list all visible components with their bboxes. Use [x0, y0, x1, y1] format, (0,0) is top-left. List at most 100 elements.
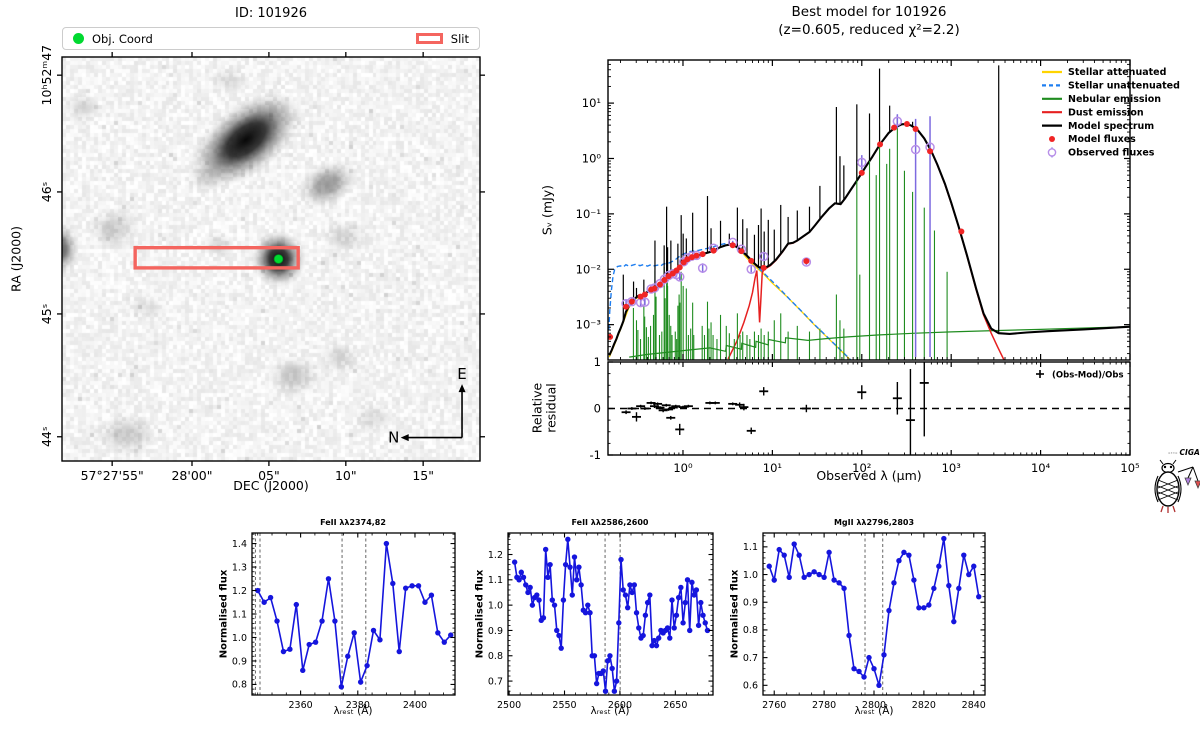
svg-text:10¹: 10¹ [582, 96, 601, 110]
svg-text:Stellar attenuated: Stellar attenuated [1068, 67, 1166, 78]
svg-text:10¹: 10¹ [763, 461, 782, 475]
svg-text:1: 1 [594, 355, 601, 369]
cutout-axes: 57°27'55" 28'00" 05" 10" 15" 10ʰ52ᵐ47 46ˢ 45ˢ 44… [39, 45, 485, 483]
svg-text:2400: 2400 [403, 700, 427, 711]
svg-text:10³: 10³ [942, 461, 962, 475]
svg-text:Model spectrum: Model spectrum [1068, 121, 1154, 132]
svg-text:1.1: 1.1 [743, 542, 758, 553]
cicada-wings [1154, 475, 1182, 503]
svg-text:Stellar unattenuated: Stellar unattenuated [1068, 81, 1180, 92]
line2-title: FeII λλ2586,2600 [571, 518, 649, 527]
cigale-logo-title: -··-CIGALE [1168, 448, 1200, 457]
line3-title: MgII λλ2796,2803 [833, 518, 915, 527]
svg-text:10⁰: 10⁰ [582, 151, 602, 165]
svg-text:46ˢ: 46ˢ [39, 182, 54, 203]
residual-legend: (Obs-Mod)/Obs [1036, 370, 1124, 381]
sed-axes: 10¹ 10⁰ 10⁻¹ 10⁻² 10⁻³ [576, 59, 1131, 361]
line1-xlabel: λᵣₑₛₜ (Å) [333, 705, 373, 717]
lineplot-mgii-2796: 2760 2780 2800 2820 2840 0.6 0.7 0.8 0.9 1.0 1.1 [743, 532, 986, 711]
svg-text:1.2: 1.2 [232, 586, 247, 597]
svg-text:0.9: 0.9 [743, 598, 758, 609]
svg-text:1.0: 1.0 [488, 600, 503, 611]
svg-text:N: N [388, 429, 399, 447]
svg-text:10⁴: 10⁴ [1031, 461, 1051, 475]
cutout-xlabel: DEC (J2000) [233, 478, 309, 493]
sed-title-line2: (z=0.605, reduced χ²=2.2) [778, 22, 960, 38]
svg-text:10ʰ52ᵐ47: 10ʰ52ᵐ47 [39, 45, 54, 106]
svg-text:0.9: 0.9 [488, 626, 503, 637]
line2-ylabel: Normalised flux [474, 569, 486, 659]
svg-text:57°27'55": 57°27'55" [81, 468, 144, 483]
svg-text:0.8: 0.8 [488, 651, 503, 662]
svg-text:10⁻¹: 10⁻¹ [576, 207, 601, 221]
line1-title: FeII λλ2374,82 [320, 518, 386, 527]
svg-text:28'00": 28'00" [171, 468, 212, 483]
cicada-eye-right [1169, 465, 1173, 469]
series-stellar-unattenuated [608, 242, 852, 360]
slit-legend-item: Slit [415, 32, 469, 46]
balance-beam [1177, 466, 1199, 482]
cicada-legs [1160, 505, 1176, 513]
svg-text:10²: 10² [852, 461, 871, 475]
sed-ylabel: Sᵥ (mJy) [539, 184, 555, 236]
svg-text:10⁻²: 10⁻² [576, 262, 601, 276]
sed-xlabel: Observed λ (μm) [816, 468, 922, 483]
svg-text:0.9: 0.9 [232, 656, 247, 667]
cicada-eye-left [1163, 465, 1167, 469]
cutout-sky-image [62, 57, 480, 461]
residual-axes: -1 0 1 10⁰ 10¹ 10² 10³ 10⁴ 10⁵ [590, 355, 1140, 475]
series-stellar-attenuated [608, 243, 852, 360]
svg-text:1.2: 1.2 [488, 550, 503, 561]
svg-text:0.7: 0.7 [488, 676, 503, 687]
sed-title-line1: Best model for 101926 [791, 4, 947, 20]
svg-text:0.8: 0.8 [232, 680, 247, 691]
svg-text:2360: 2360 [289, 700, 313, 711]
cicada-head [1161, 462, 1175, 474]
svg-text:1.1: 1.1 [488, 575, 503, 586]
svg-text:Dust emission: Dust emission [1068, 107, 1144, 118]
compass-east-arrow [458, 384, 466, 393]
slit-icon [415, 33, 443, 44]
line3-ylabel: Normalised flux [729, 569, 741, 659]
svg-text:2800: 2800 [862, 700, 886, 711]
cicada-antennae [1159, 459, 1177, 465]
svg-text:2820: 2820 [912, 700, 936, 711]
svg-text:1.3: 1.3 [232, 562, 247, 573]
obj-coord-label: Obj. Coord [92, 31, 153, 46]
svg-text:(Obs-Mod)/Obs: (Obs-Mod)/Obs [1052, 371, 1124, 381]
lineplot-feii-2374: 2360 2380 2400 0.8 0.9 1.0 1.1 1.2 1.3 1.4 [232, 532, 456, 711]
svg-text:10": 10" [335, 468, 357, 483]
compass-north-arrow [400, 434, 409, 442]
svg-text:0.7: 0.7 [743, 653, 758, 664]
svg-text:0.8: 0.8 [743, 625, 758, 636]
obj-coord-icon [73, 33, 84, 44]
obj-coord-legend-item: Obj. Coord [73, 32, 153, 46]
sed-legend: Stellar attenuated Stellar unattenuated Ne… [1042, 67, 1180, 159]
cutout-title: ID: 101926 [235, 6, 307, 21]
cicada-body [1156, 471, 1180, 507]
svg-text:10⁻³: 10⁻³ [576, 318, 602, 332]
svg-text:1.0: 1.0 [743, 570, 758, 581]
flask-red [1194, 480, 1200, 490]
line3-xlabel: λᵣₑₛₜ (Å) [854, 705, 894, 717]
line1-ylabel: Normalised flux [218, 569, 230, 659]
cigale-logo-dashes: -··- [1168, 450, 1178, 457]
svg-text:2380: 2380 [346, 700, 370, 711]
cutout-ylabel: RA (J2000) [8, 226, 24, 292]
line2-xlabel: λᵣₑₛₜ (Å) [590, 705, 630, 717]
svg-text:2780: 2780 [812, 700, 836, 711]
svg-text:10⁰: 10⁰ [673, 461, 693, 475]
svg-text:2840: 2840 [962, 700, 986, 711]
cicada-wing-lattice [1157, 479, 1179, 501]
svg-text:2650: 2650 [663, 700, 687, 711]
sed-series [608, 65, 1130, 360]
svg-text:44ˢ: 44ˢ [39, 426, 54, 447]
svg-text:2760: 2760 [762, 700, 786, 711]
cigale-logo [1154, 459, 1200, 513]
svg-text:1.0: 1.0 [232, 633, 247, 644]
svg-text:E: E [457, 365, 466, 383]
obj-coord-dot [273, 254, 284, 264]
svg-text:Observed fluxes: Observed fluxes [1068, 148, 1155, 159]
